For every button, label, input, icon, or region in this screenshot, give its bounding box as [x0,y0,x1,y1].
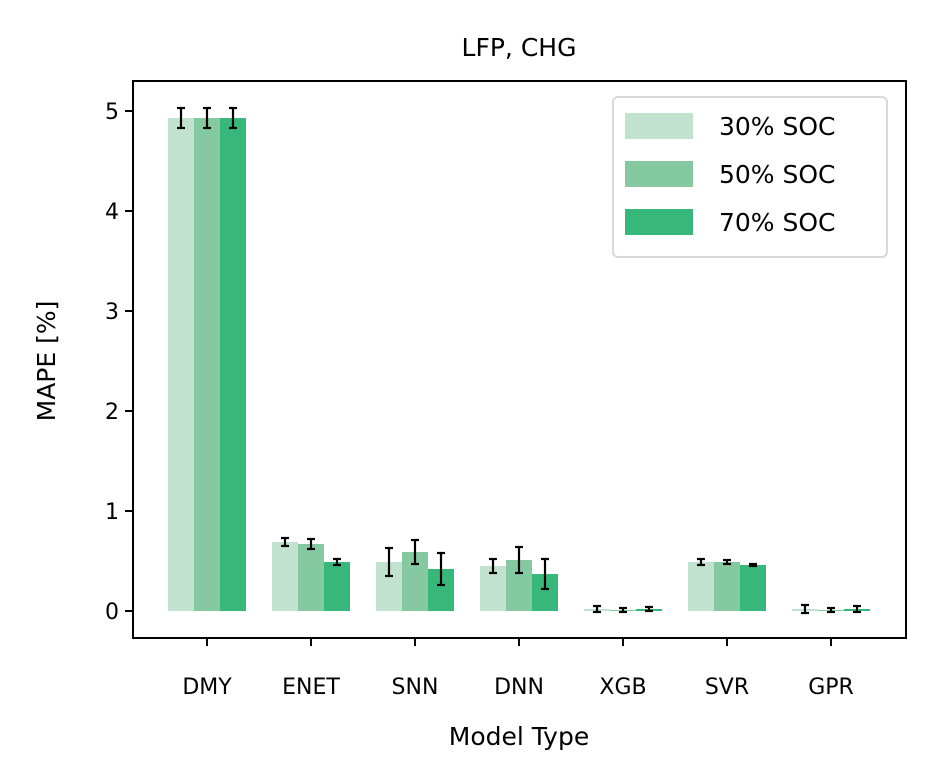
y-tick-label-0: 0 [105,600,119,625]
error-bar-enet-series-3 [333,557,341,567]
error-bar-xgb-series-1 [593,604,601,614]
x-tick-label-enet: ENET [282,675,340,700]
error-bar-snn-series-1 [385,546,393,578]
bar-enet-series-3 [324,562,350,611]
error-bar-xgb-series-3 [645,605,653,613]
y-tick-label-4: 4 [105,200,119,225]
error-bar-dmy-series-3 [229,106,237,130]
error-bars-layer [177,106,861,615]
bar-enet-series-2 [298,544,324,611]
y-tick-label-1: 1 [105,500,119,525]
legend: 30% SOC 50% SOC 70% SOC [612,96,888,258]
x-tick-label-dnn: DNN [494,675,544,700]
bar-dmy-series-1 [168,118,194,611]
x-tick-label-snn: SNN [392,675,439,700]
legend-label-series-1: 30% SOC [719,112,836,141]
legend-label-series-2: 50% SOC [719,160,836,189]
axes-layer: 0 1 2 3 4 5 DMY ENET SNN DNN XGB SVR GPR [105,80,907,700]
error-bar-dmy-series-2 [203,106,211,130]
error-bar-svr-series-2 [723,558,731,566]
error-bar-dnn-series-2 [515,545,523,575]
x-axis-label: Model Type [449,722,589,751]
legend-swatch-series-1 [625,113,693,139]
legend-swatch-series-2 [625,161,693,187]
y-tick-label-3: 3 [105,300,119,325]
error-bar-snn-series-2 [411,538,419,566]
y-axis-label: MAPE [%] [32,301,61,422]
error-bar-dnn-series-1 [489,557,497,575]
x-tick-label-dmy: DMY [182,675,232,700]
error-bar-svr-series-3 [749,562,757,568]
bar-svr-series-2 [714,562,740,611]
error-bar-xgb-series-2 [619,606,627,614]
error-bar-gpr-series-3 [853,604,861,614]
error-bar-gpr-series-1 [801,603,809,615]
error-bar-gpr-series-2 [827,606,835,614]
error-bar-enet-series-1 [281,536,289,548]
legend-label-series-3: 70% SOC [719,208,836,237]
bar-svr-series-3 [740,565,766,611]
error-bar-dnn-series-3 [541,557,549,591]
chart-title: LFP, CHG [462,33,577,62]
bar-dmy-series-3 [220,118,246,611]
error-bar-dmy-series-1 [177,106,185,130]
x-tick-label-gpr: GPR [808,675,854,700]
x-tick-label-svr: SVR [705,675,749,700]
legend-swatch-series-3 [625,209,693,235]
bar-enet-series-1 [272,542,298,611]
bar-dmy-series-2 [194,118,220,611]
y-tick-label-2: 2 [105,400,119,425]
error-bar-enet-series-2 [307,537,315,551]
bar-svr-series-1 [688,562,714,611]
error-bar-snn-series-3 [437,551,445,587]
x-tick-label-xgb: XGB [599,675,646,700]
error-bar-svr-series-1 [697,557,705,567]
y-tick-label-5: 5 [105,100,119,125]
